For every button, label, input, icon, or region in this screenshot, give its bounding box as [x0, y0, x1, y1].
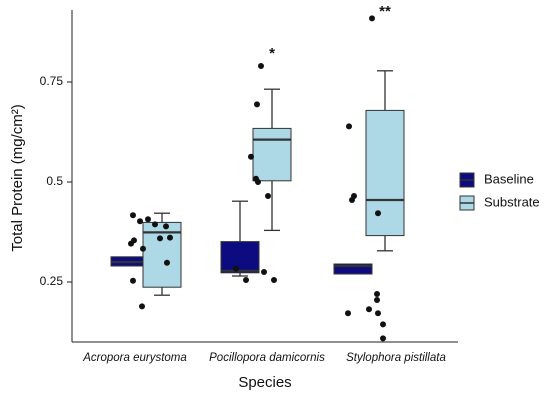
data-point [374, 291, 380, 297]
x-tick-label: Stylophora pistillata [346, 352, 446, 364]
data-point [366, 306, 372, 313]
data-point [346, 123, 352, 130]
data-point [380, 335, 386, 342]
y-tick-label: 0.25 [40, 274, 64, 288]
data-point [271, 277, 277, 283]
data-point [164, 259, 170, 266]
data-point [261, 269, 267, 275]
data-point [137, 218, 143, 225]
box [365, 109, 405, 237]
y-axis-title: Total Protein (mg/cm²) [9, 104, 26, 252]
box [220, 241, 260, 274]
data-point [369, 15, 375, 22]
data-point [233, 265, 239, 272]
x-tick-label: Acropora eurystoma [82, 352, 187, 364]
legend-label: Substrate [484, 194, 540, 209]
box [333, 263, 373, 275]
x-axis-title: Species [238, 374, 291, 391]
x-tick-label: Pocillopora damicornis [209, 352, 325, 364]
data-point [130, 277, 136, 284]
data-point [374, 297, 380, 303]
y-tick-label: 0.75 [40, 74, 64, 88]
annotation: * [269, 45, 275, 62]
y-tick-label: 0.5 [46, 174, 63, 188]
data-point [163, 223, 169, 230]
data-point [258, 63, 264, 69]
data-point [248, 153, 254, 160]
data-point [375, 210, 381, 217]
data-point [345, 310, 351, 317]
data-point [375, 310, 381, 317]
data-point [130, 212, 136, 219]
data-point [131, 237, 137, 244]
box [252, 127, 292, 182]
data-point [349, 197, 355, 203]
annotation: ** [379, 3, 391, 20]
data-point [157, 235, 163, 242]
data-point [255, 179, 261, 185]
data-point [139, 303, 145, 310]
data-point [167, 234, 173, 241]
data-point [152, 221, 158, 228]
legend-label: Baseline [484, 171, 534, 186]
data-point [254, 101, 260, 108]
data-point [243, 277, 249, 283]
data-point [380, 321, 386, 328]
data-point [265, 193, 271, 199]
data-point [145, 216, 151, 223]
data-point [140, 245, 146, 252]
